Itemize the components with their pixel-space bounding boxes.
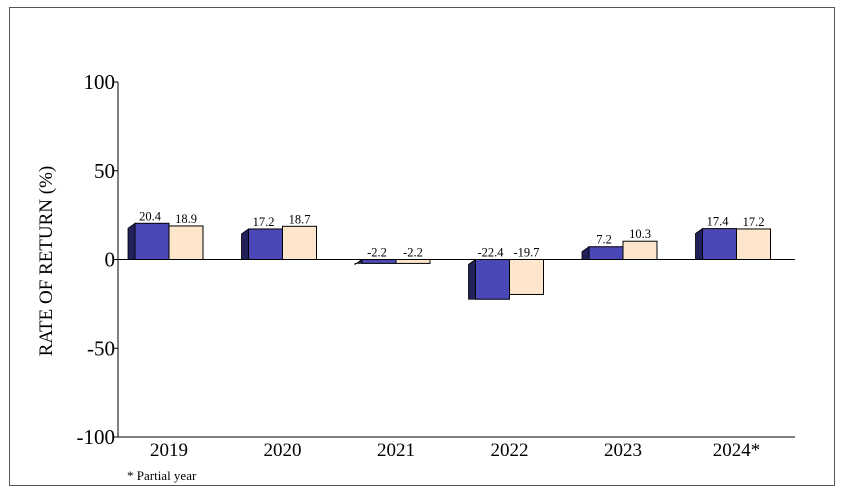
bar-side-2022 bbox=[468, 258, 476, 300]
data-label-series1: -22.4 bbox=[477, 246, 504, 260]
bar-series1-2020 bbox=[248, 228, 283, 261]
bar-series2-2022 bbox=[509, 259, 544, 295]
data-labels: 20.4 18.9 17.2 18.7 -2.2 -2.2 -22.4 -19.7 7.2 10.… bbox=[139, 209, 764, 259]
bar-series bbox=[127, 222, 771, 300]
footnote: * Partial year bbox=[127, 468, 197, 483]
x-category-label: 2020 bbox=[264, 440, 302, 461]
bar-side-2024* bbox=[695, 227, 703, 260]
y-tick-label: -100 bbox=[77, 425, 116, 449]
y-tick-label: 0 bbox=[105, 248, 116, 272]
bar-side-2020 bbox=[241, 228, 249, 260]
data-label-series2: 18.9 bbox=[175, 212, 197, 226]
data-label-series2: 18.7 bbox=[289, 212, 311, 226]
bar-series1-2021 bbox=[361, 259, 397, 264]
data-label-series1: -2.2 bbox=[367, 246, 387, 260]
x-category-label: 2022 bbox=[491, 440, 529, 461]
chart-axes bbox=[117, 82, 795, 438]
bar-series2-2021 bbox=[395, 259, 431, 264]
x-category-labels: 2019 2020 2021 2022 2023 2024* bbox=[150, 440, 760, 461]
y-axis-title: RATE OF RETURN (%) bbox=[36, 166, 57, 357]
data-label-series2: 10.3 bbox=[629, 227, 651, 241]
bar-series2-2024* bbox=[736, 228, 771, 261]
data-label-series2: 17.2 bbox=[743, 215, 765, 229]
bar-series2-2019 bbox=[168, 225, 204, 260]
bar-side-2023 bbox=[581, 245, 590, 260]
x-category-label: 2023 bbox=[604, 440, 642, 461]
bar-side-2021 bbox=[354, 258, 363, 266]
data-label-series1: 20.4 bbox=[139, 209, 162, 223]
bar-series1-2019 bbox=[134, 222, 170, 260]
data-label-series2: -2.2 bbox=[403, 246, 423, 260]
bar-series1-2022 bbox=[475, 259, 510, 300]
data-label-series1: 7.2 bbox=[596, 233, 612, 247]
x-category-label: 2024* bbox=[713, 440, 761, 461]
y-tick-label: -50 bbox=[87, 336, 115, 360]
data-label-series1: 17.4 bbox=[707, 215, 730, 229]
bar-series2-2023 bbox=[622, 240, 658, 260]
data-label-series2: -19.7 bbox=[513, 246, 539, 260]
data-label-series1: 17.2 bbox=[253, 215, 275, 229]
y-tick-labels: 100 50 0 -50 -100 bbox=[77, 70, 118, 449]
bar-series1-2024* bbox=[702, 228, 737, 261]
y-tick-label: 100 bbox=[84, 70, 116, 94]
bar-side-2019 bbox=[127, 222, 136, 260]
x-category-label: 2019 bbox=[150, 440, 188, 461]
x-category-label: 2021 bbox=[377, 440, 415, 461]
bar-series2-2020 bbox=[282, 225, 317, 260]
y-tick-label: 50 bbox=[94, 159, 115, 183]
bar-series1-2023 bbox=[588, 246, 624, 261]
